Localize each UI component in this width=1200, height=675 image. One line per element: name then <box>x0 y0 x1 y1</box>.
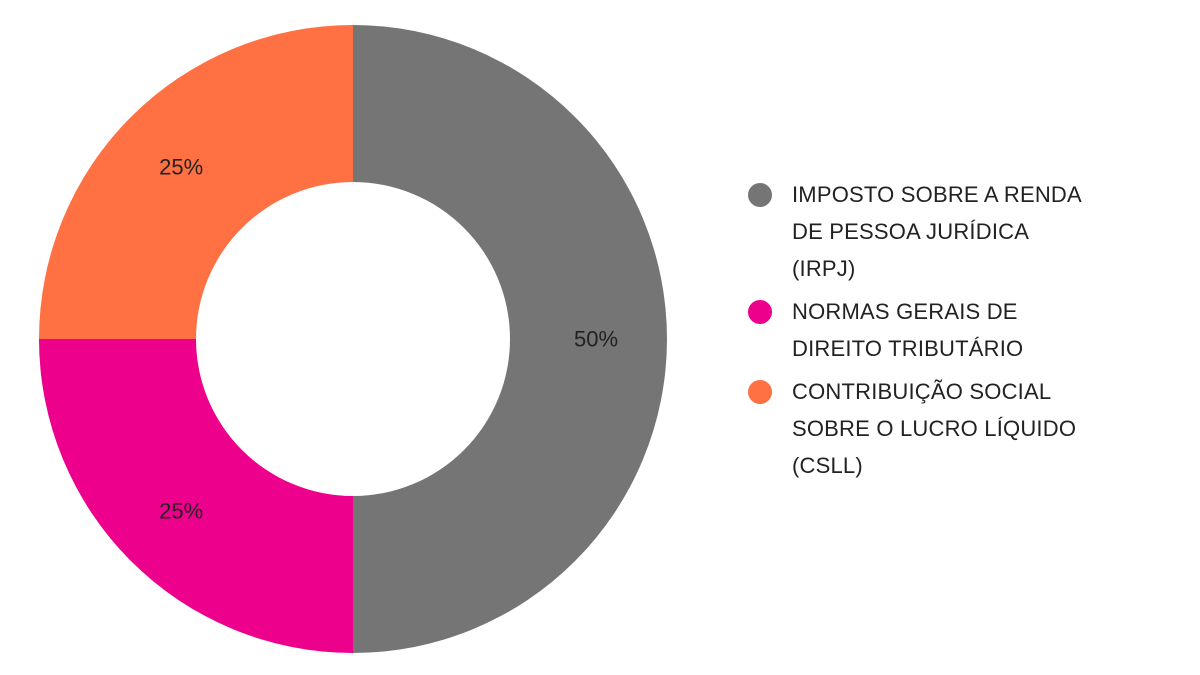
legend-label-csll: CONTRIBUIÇÃO SOCIAL SOBRE O LUCRO LÍQUID… <box>792 373 1076 484</box>
legend-item-normas: NORMAS GERAIS DE DIREITO TRIBUTÁRIO <box>748 293 1168 367</box>
slice-value-label-normas: 25% <box>159 498 203 523</box>
legend-line: SOBRE O LUCRO LÍQUIDO <box>792 416 1077 441</box>
legend-swatch-csll <box>748 380 772 404</box>
donut-slice-normas <box>39 339 353 653</box>
legend-line: DE PESSOA JURÍDICA <box>792 219 1030 244</box>
legend-line: NORMAS GERAIS DE <box>792 299 1018 324</box>
legend-item-irpj: IMPOSTO SOBRE A RENDA DE PESSOA JURÍDICA… <box>748 176 1168 287</box>
legend-label-normas: NORMAS GERAIS DE DIREITO TRIBUTÁRIO <box>792 293 1023 367</box>
legend-line: (CSLL) <box>792 453 863 478</box>
slice-value-label-irpj: 50% <box>574 327 618 352</box>
legend-label-irpj: IMPOSTO SOBRE A RENDA DE PESSOA JURÍDICA… <box>792 176 1082 287</box>
chart-legend: IMPOSTO SOBRE A RENDA DE PESSOA JURÍDICA… <box>748 176 1168 490</box>
legend-swatch-normas <box>748 300 772 324</box>
legend-swatch-irpj <box>748 183 772 207</box>
donut-slice-csll <box>39 25 353 339</box>
legend-line: (IRPJ) <box>792 256 856 281</box>
legend-item-csll: CONTRIBUIÇÃO SOCIAL SOBRE O LUCRO LÍQUID… <box>748 373 1168 484</box>
legend-line: CONTRIBUIÇÃO SOCIAL <box>792 379 1052 404</box>
legend-line: DIREITO TRIBUTÁRIO <box>792 336 1024 361</box>
slice-value-label-csll: 25% <box>159 155 203 180</box>
legend-line: IMPOSTO SOBRE A RENDA <box>792 182 1082 207</box>
donut-slice-irpj <box>353 25 667 653</box>
